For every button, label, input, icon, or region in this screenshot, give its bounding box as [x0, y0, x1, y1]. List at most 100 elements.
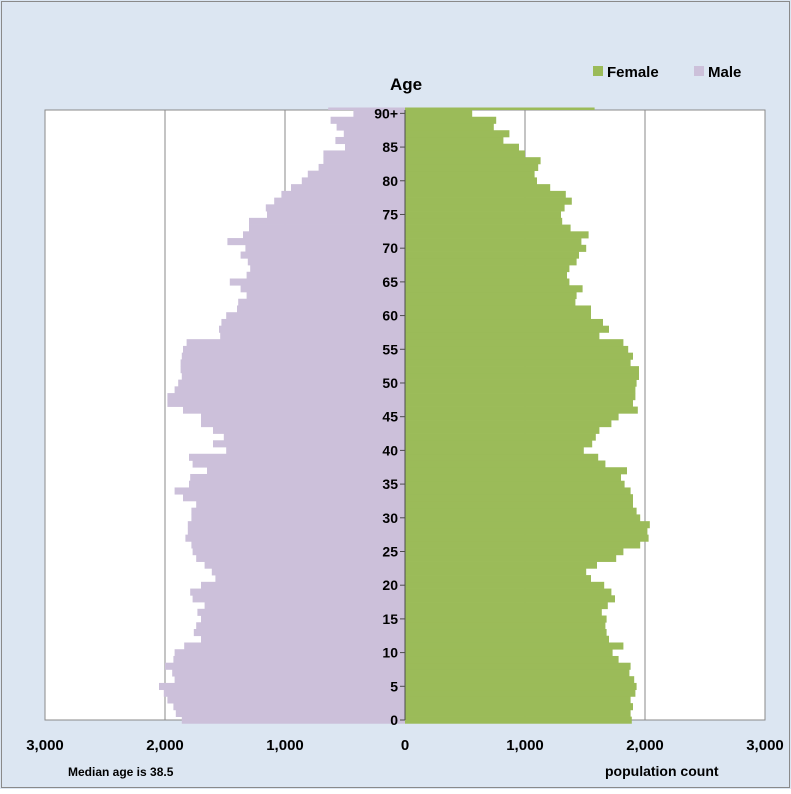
bar-male-age-63	[246, 291, 405, 300]
bar-male-age-37	[207, 467, 405, 475]
age-tick-label: 40	[382, 442, 398, 458]
bar-female-age-85	[405, 143, 519, 151]
bar-female-age-61	[405, 305, 591, 313]
age-tick-label: 10	[382, 645, 398, 661]
bar-female-age-83	[405, 157, 541, 165]
bar-male-age-41	[213, 440, 405, 448]
bar-male-age-66	[246, 271, 405, 279]
bar-female-age-63	[405, 291, 577, 300]
bar-male-age-61	[237, 305, 405, 313]
age-tick-label: 25	[382, 543, 398, 559]
bar-female-age-10	[405, 649, 613, 657]
bar-male-age-60	[226, 312, 405, 320]
legend: Female Male	[593, 64, 741, 81]
x-tick-label: 3,000	[746, 737, 784, 754]
bar-male-age-6	[174, 676, 405, 684]
bar-female-age-36	[405, 473, 621, 482]
bar-male-age-21	[215, 575, 405, 583]
bar-male-age-3	[167, 696, 405, 704]
bar-female-age-7	[405, 669, 630, 677]
bar-male-age-54	[181, 352, 405, 360]
bar-male-age-55	[183, 345, 405, 354]
bar-male-age-89	[330, 116, 405, 124]
bar-female-age-70	[405, 244, 587, 252]
bar-male-age-70	[245, 244, 405, 252]
bar-female-age-9	[405, 655, 619, 664]
bar-female-age-57	[405, 332, 600, 340]
bar-male-age-88	[336, 123, 405, 131]
bar-male-age-11	[184, 642, 405, 650]
age-axis: 0 5 10 15 20 25 30 35 40 45 50 55 60 65 70 75 80 85 90+	[374, 105, 406, 728]
bar-male-age-31	[191, 507, 405, 515]
bar-female-age-37	[405, 467, 627, 475]
bar-male-age-14	[196, 622, 405, 630]
bar-female-age-15	[405, 615, 607, 623]
bar-male-age-22	[211, 568, 405, 576]
chart-title: Age	[390, 75, 422, 94]
age-tick-label: 65	[382, 274, 398, 290]
bar-female-age-47	[405, 399, 633, 407]
bar-male-age-47	[167, 399, 405, 407]
age-tick-label: 45	[382, 409, 398, 425]
bar-female-age-50	[405, 379, 637, 387]
bar-female-age-13	[405, 629, 607, 637]
age-tick-label: 30	[382, 510, 398, 526]
bar-male-age-27	[185, 534, 405, 542]
bar-male-age-18	[192, 595, 405, 603]
bar-female-age-56	[405, 339, 624, 347]
bar-male-age-73	[249, 224, 405, 232]
bar-female-age-42	[405, 433, 596, 441]
bar-female-age-12	[405, 635, 609, 643]
bar-female-age-14	[405, 622, 606, 630]
x-tick-label: 3,000	[26, 737, 64, 754]
bar-male-age-50	[178, 379, 405, 387]
bar-male-age-67	[250, 265, 405, 273]
bar-male-age-15	[201, 615, 405, 623]
bar-male-age-51	[181, 372, 405, 380]
bar-male-age-78	[281, 190, 405, 198]
bar-female-age-6	[405, 676, 635, 684]
bar-male-age-53	[180, 359, 405, 367]
bar-female-age-27	[405, 534, 649, 542]
bar-female-age-32	[405, 500, 633, 509]
bar-male-age-35	[189, 480, 405, 488]
bar-female-age-81	[405, 170, 535, 178]
bar-male-age-4	[163, 689, 405, 697]
bar-female-age-33	[405, 494, 633, 502]
x-tick-label: 2,000	[626, 737, 664, 754]
bar-female-age-25	[405, 548, 624, 556]
x-tick-label: 0	[401, 737, 409, 754]
bar-female-age-3	[405, 696, 631, 704]
bar-female-age-45	[405, 413, 619, 421]
age-tick-label: 80	[382, 173, 398, 189]
bar-female-age-60	[405, 312, 591, 320]
bar-male-age-30	[191, 514, 405, 522]
bar-female-age-18	[405, 595, 615, 603]
bar-male-age-39	[189, 453, 405, 461]
bar-male-age-57	[220, 332, 405, 340]
bar-male-age-45	[201, 413, 405, 421]
bar-female-age-68	[405, 258, 577, 266]
bar-female-age-20	[405, 581, 605, 589]
bar-male-age-83	[323, 157, 405, 165]
x-tick-label: 1,000	[266, 737, 304, 754]
bar-female-age-22	[405, 568, 587, 576]
bars	[159, 107, 650, 724]
bar-female-age-74	[405, 217, 563, 225]
bar-female-age-69	[405, 251, 579, 259]
legend-female-label: Female	[607, 64, 659, 81]
bar-male-age-40	[226, 447, 405, 455]
bar-female-age-4	[405, 689, 636, 697]
bar-male-age-49	[174, 386, 405, 394]
bar-male-age-17	[204, 602, 405, 610]
bar-female-age-21	[405, 575, 591, 583]
bar-female-age-88	[405, 123, 494, 131]
age-tick-label: 50	[382, 375, 398, 391]
bar-male-age-87	[343, 130, 405, 138]
bar-male-age-79	[291, 184, 405, 192]
bar-male-age-9	[173, 655, 405, 664]
bar-male-age-23	[204, 561, 405, 569]
bar-female-age-1	[405, 709, 631, 717]
